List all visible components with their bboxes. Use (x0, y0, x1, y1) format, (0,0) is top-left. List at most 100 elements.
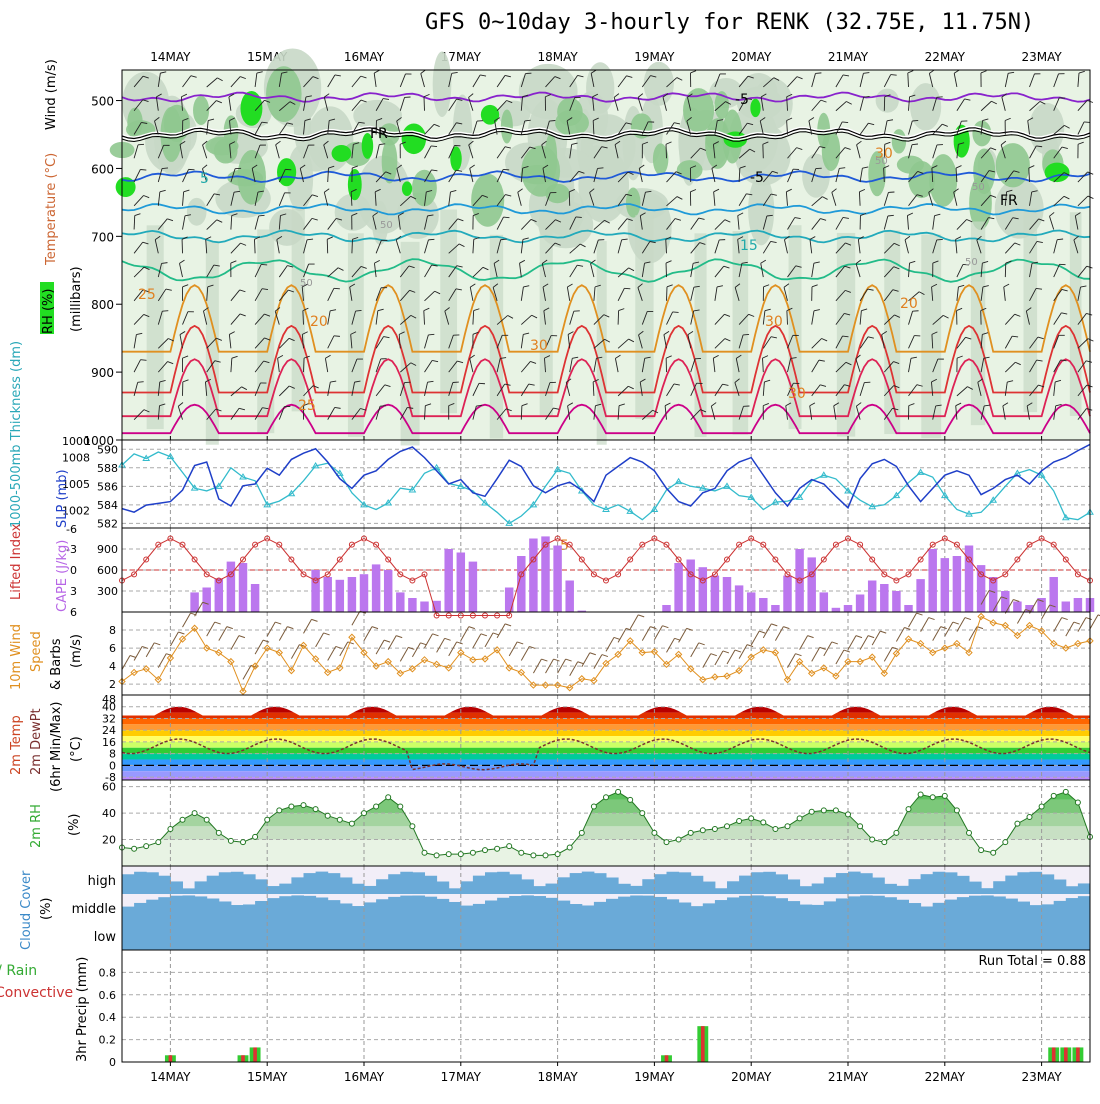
cloud-cover-bar (606, 877, 619, 894)
cloud-cover-bar (630, 922, 643, 950)
cloud-cover-bar (618, 922, 631, 950)
axis-label-barbs: & Barbs (49, 638, 64, 690)
rh-point (640, 811, 645, 816)
cloud-cover-bar (654, 897, 667, 922)
cape-bar (396, 592, 404, 612)
date-label-top: 22MAY (925, 50, 966, 64)
cape-bar (457, 553, 465, 613)
precip-convective-bar (1076, 1047, 1080, 1062)
wind-barb (904, 628, 910, 630)
cloud-cover-bar (727, 922, 740, 950)
cloud-cover-bar (896, 922, 909, 950)
rh-point (434, 853, 439, 858)
cloud-cover-bar (279, 922, 292, 950)
rh-point (809, 809, 814, 814)
rh-contour-area (471, 174, 504, 227)
wind-barb (957, 618, 965, 632)
wind-barb (304, 619, 312, 633)
cloud-cover-bar (909, 879, 922, 894)
cloud-cover-bar (775, 922, 788, 950)
cloud-cover-bar (715, 922, 728, 950)
rh-point (156, 840, 161, 845)
wind-barb (880, 631, 886, 633)
cloud-cover-bar (957, 922, 970, 950)
cloud-cover-bar (969, 922, 982, 950)
rh-contour-area (750, 99, 760, 117)
date-label-bottom: 18MAY (537, 1070, 578, 1084)
rh-point (833, 808, 838, 813)
wind-barb (921, 618, 929, 632)
cloud-cover-bar (231, 905, 244, 922)
wind-barb (614, 637, 620, 639)
cape-bar (565, 581, 573, 613)
cloud-cover-bar (896, 886, 909, 894)
wind-barb (449, 642, 457, 656)
cloud-cover-bar (775, 874, 788, 894)
wind-barb (624, 288, 630, 289)
cloud-cover-bar (533, 896, 546, 922)
cloud-cover-bar (388, 897, 401, 922)
cloud-cover-bar (860, 922, 873, 950)
rh-point (519, 850, 524, 855)
date-label-top: 16MAY (344, 50, 385, 64)
cloud-level-label-middle: middle (72, 902, 116, 917)
wind-barb (703, 654, 711, 668)
cloud-cover-bar (618, 884, 631, 894)
wind-barb (364, 627, 372, 641)
wind-barb (412, 643, 420, 657)
cloud-cover-bar (582, 922, 595, 950)
wind-barb (872, 631, 880, 645)
cloud-cover-bar (691, 876, 704, 894)
cloud-cover-bar (1078, 896, 1091, 922)
rh-point (1039, 804, 1044, 809)
wind-barb (570, 662, 578, 676)
precip-convective-bar (241, 1055, 245, 1062)
cloud-cover-bar (824, 901, 837, 922)
wind-barb (909, 613, 917, 627)
cloud-cover-bar (388, 874, 401, 894)
wind-barb (445, 638, 451, 640)
wind-barb (304, 358, 305, 372)
cape-bar (699, 567, 707, 612)
cloud-cover-bar (679, 872, 692, 894)
wind-barb (884, 647, 892, 661)
wind-barb (503, 217, 509, 218)
axis-label-rh-unit: (%) (67, 814, 82, 837)
lifted-index-tick-label: -6 (66, 523, 77, 536)
cloud-cover-bar (630, 886, 643, 894)
cloud-cover-bar (158, 876, 171, 894)
cloud-cover-bar (231, 922, 244, 950)
wind-barb (642, 627, 650, 641)
date-label-bottom: 20MAY (731, 1070, 772, 1084)
axis-label-lifted-index: Lifted Index (9, 523, 24, 600)
contour-label: 30 (530, 338, 548, 354)
wind-barb (348, 642, 354, 644)
wind-barb (380, 406, 386, 407)
cloud-cover-bar (848, 872, 861, 894)
cloud-cover-bar (788, 901, 801, 922)
contour-label: 5 (200, 171, 209, 187)
rh-contour-label: 50 (380, 220, 393, 231)
cape-bar (469, 562, 477, 612)
wind-barb (239, 636, 245, 638)
rh-point (531, 853, 536, 858)
wind-tick-label: 2 (109, 678, 116, 691)
axis-label-total-rain: Total / Rain (0, 963, 37, 979)
rh-contour-area (402, 181, 412, 196)
precip-tick-label: 0.4 (99, 1011, 117, 1024)
cloud-cover-bar (134, 872, 147, 894)
rh-point (301, 803, 306, 808)
wind-barb (554, 659, 560, 661)
rh-contour-area (626, 188, 641, 218)
cloud-cover-bar (376, 879, 389, 894)
thickness-tick-label: 588 (97, 462, 118, 475)
cloud-cover-bar (1005, 876, 1018, 894)
date-label-bottom: 21MAY (828, 1070, 869, 1084)
cape-tick-label: 900 (97, 543, 118, 556)
cape-bar (227, 562, 235, 612)
rh-contour-area (277, 158, 296, 186)
axis-label-millibars: (millibars) (69, 266, 84, 332)
cloud-cover-bar (473, 876, 486, 894)
thickness-tick-label: 582 (97, 517, 118, 530)
cloud-cover-bar (461, 881, 474, 894)
